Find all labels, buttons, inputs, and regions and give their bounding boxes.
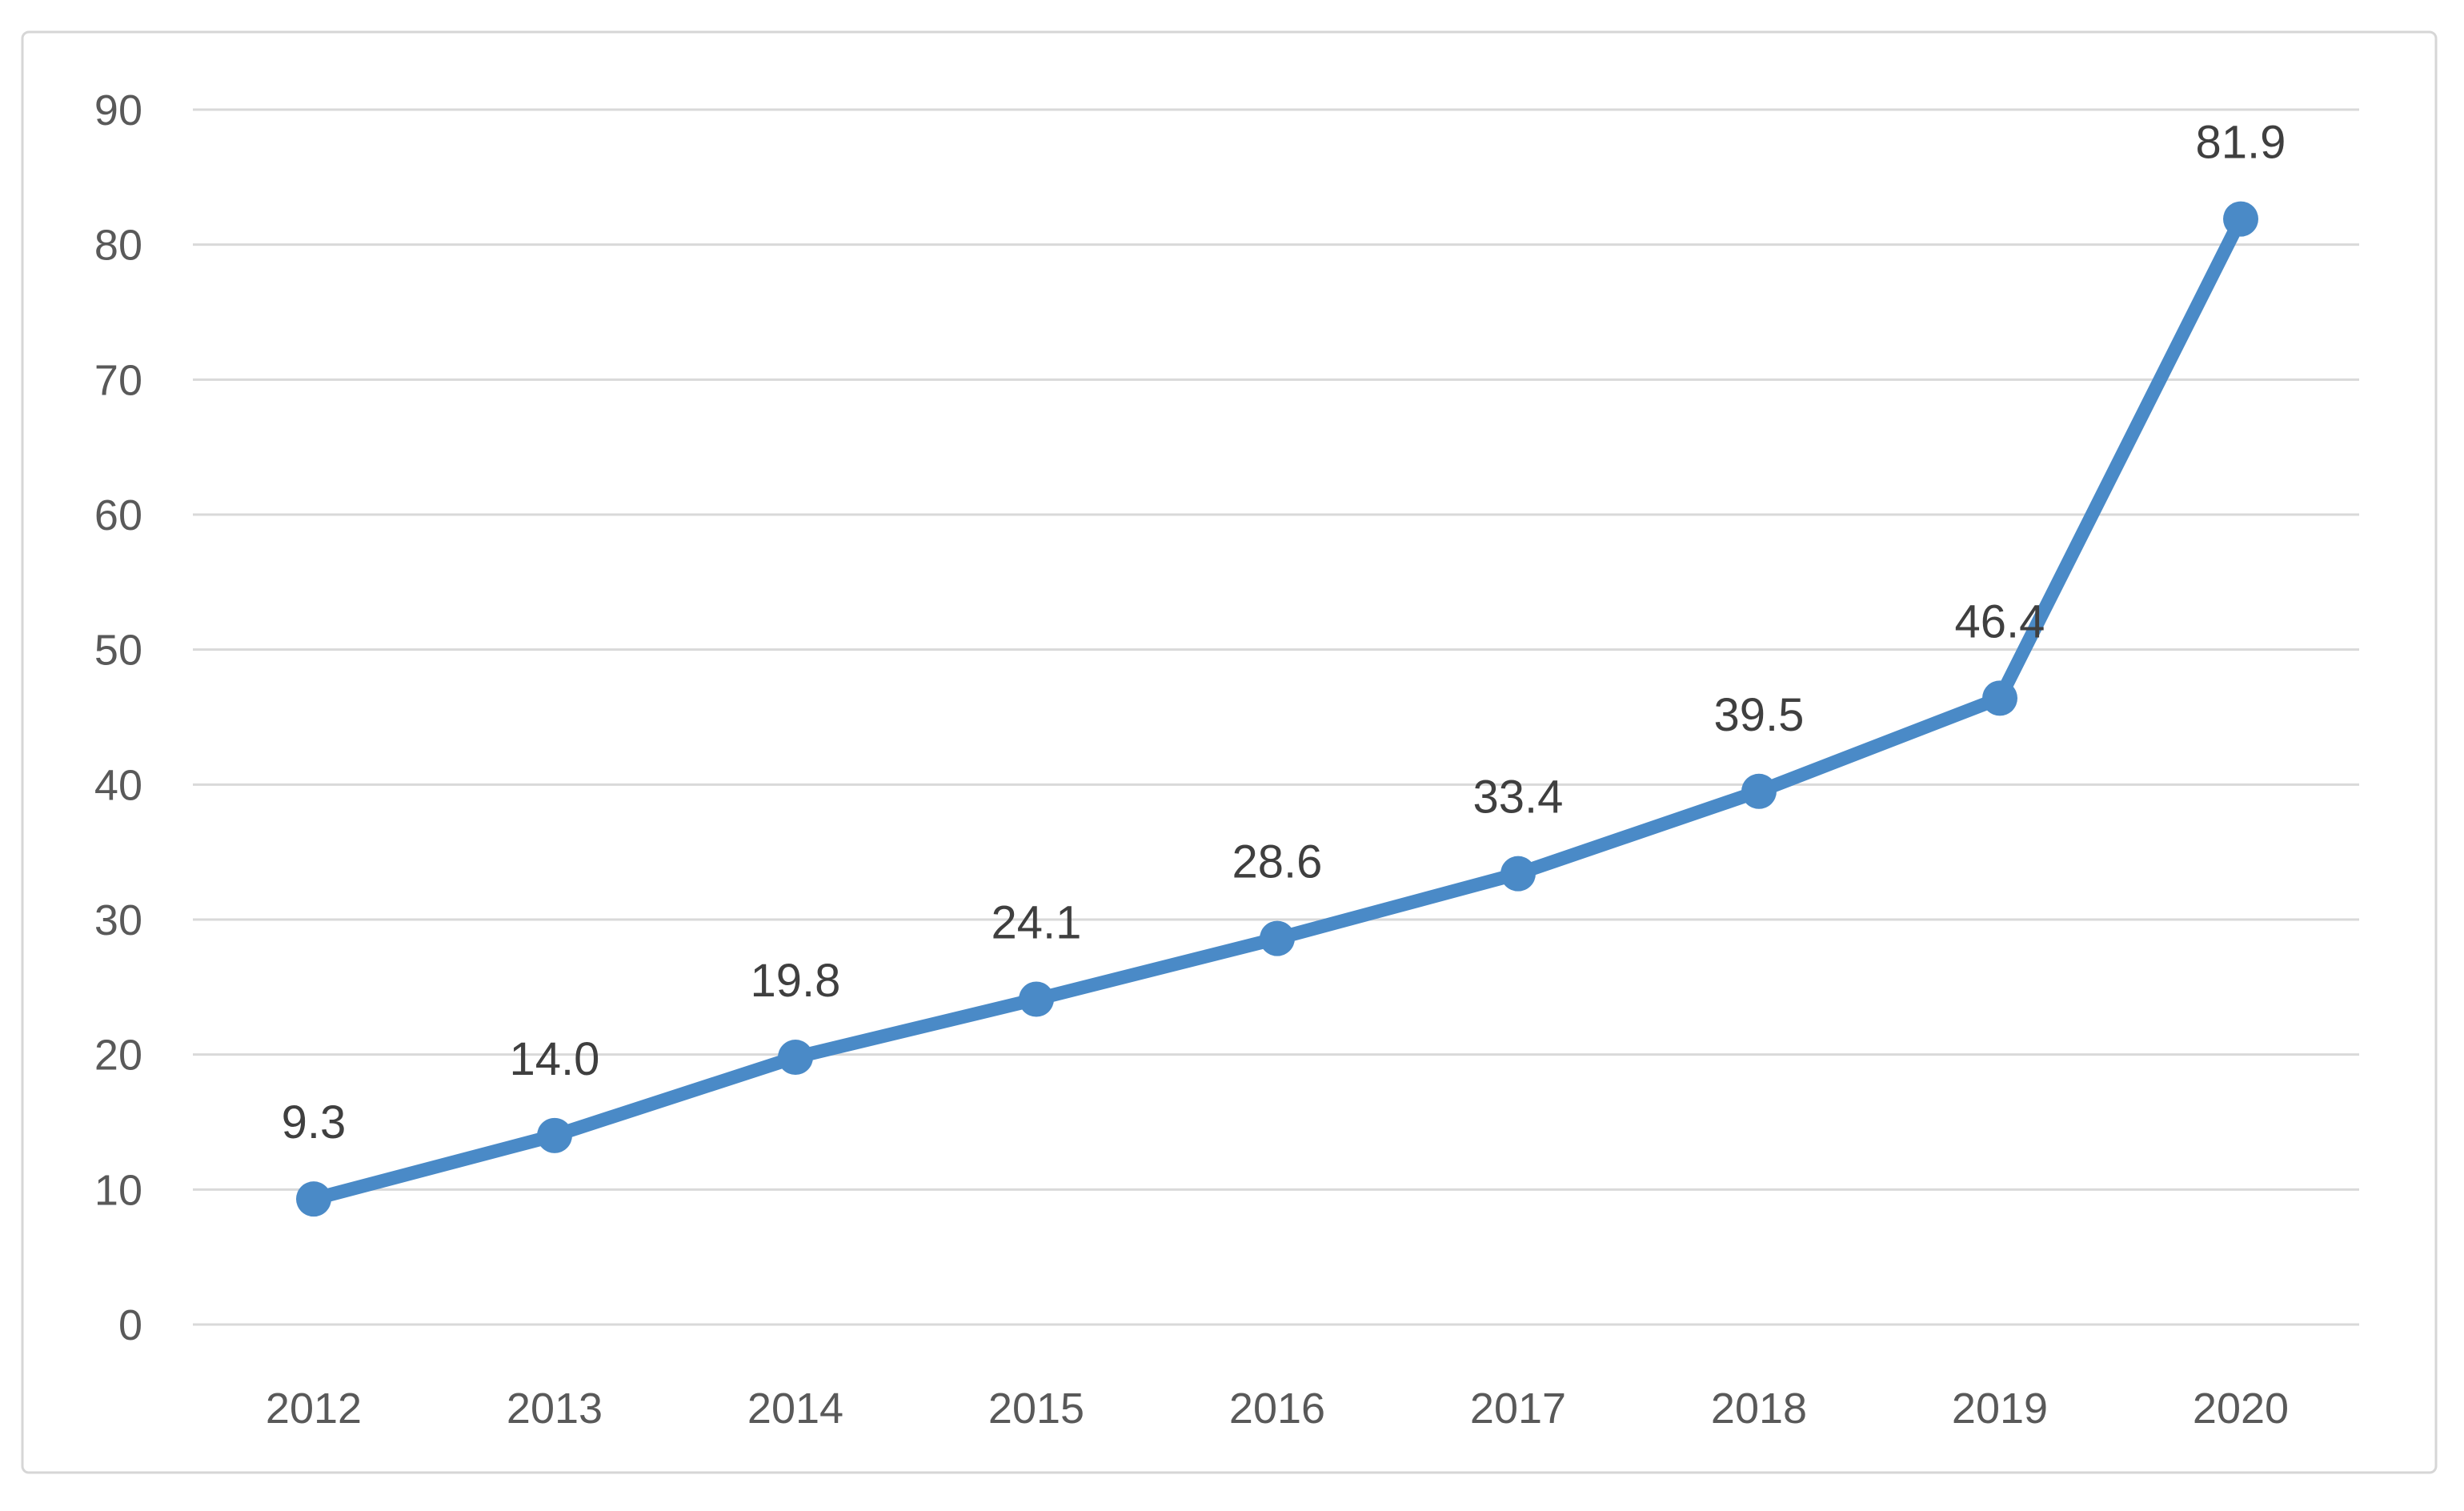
data-label: 19.8 xyxy=(751,955,841,1007)
y-tick-label: 20 xyxy=(94,1032,142,1080)
x-tick-label: 2016 xyxy=(1229,1385,1325,1433)
data-point-marker xyxy=(1019,981,1054,1017)
data-labels: 9.3 14.0 19.8 24.1 28.6 33.4 39.5 46.4 81.9 xyxy=(282,117,2286,1149)
x-tick-label: 2014 xyxy=(747,1385,843,1433)
y-tick-label: 40 xyxy=(94,761,142,809)
x-tick-label: 2013 xyxy=(507,1385,603,1433)
y-axis-tick-labels: 0 10 20 30 40 50 60 70 80 90 xyxy=(94,86,142,1349)
x-tick-label: 2015 xyxy=(988,1385,1084,1433)
x-tick-label: 2012 xyxy=(266,1385,362,1433)
x-tick-label: 2019 xyxy=(1952,1385,2048,1433)
y-tick-label: 10 xyxy=(94,1166,142,1214)
y-tick-label: 0 xyxy=(118,1301,142,1349)
data-point-markers xyxy=(296,201,2258,1217)
data-label: 28.6 xyxy=(1232,836,1323,888)
x-tick-label: 2020 xyxy=(2193,1385,2289,1433)
data-label: 24.1 xyxy=(992,897,1082,949)
data-point-marker xyxy=(1741,773,1777,809)
data-point-marker xyxy=(537,1117,572,1153)
y-tick-label: 80 xyxy=(94,222,142,270)
data-point-marker xyxy=(2223,201,2258,237)
data-label: 46.4 xyxy=(1955,595,2045,647)
y-tick-label: 30 xyxy=(94,896,142,944)
data-label: 81.9 xyxy=(2196,117,2286,169)
gridlines xyxy=(193,108,2359,1326)
x-tick-label: 2018 xyxy=(1711,1385,1807,1433)
x-tick-label: 2017 xyxy=(1470,1385,1566,1433)
data-label: 14.0 xyxy=(510,1033,600,1085)
data-point-marker xyxy=(1260,920,1295,956)
data-point-marker xyxy=(778,1040,813,1076)
data-label: 33.4 xyxy=(1473,772,1564,824)
y-tick-label: 50 xyxy=(94,627,142,675)
data-point-marker xyxy=(296,1181,331,1217)
data-label: 9.3 xyxy=(282,1096,347,1148)
chart-border xyxy=(21,30,2438,1474)
data-label: 39.5 xyxy=(1714,689,1805,741)
y-tick-label: 70 xyxy=(94,356,142,404)
data-point-marker xyxy=(1982,680,2017,716)
y-tick-label: 90 xyxy=(94,86,142,134)
x-axis-tick-labels: 2012 2013 2014 2015 2016 2017 2018 2019 2020 xyxy=(266,1385,2289,1433)
data-point-marker xyxy=(1500,856,1536,892)
y-tick-label: 60 xyxy=(94,491,142,539)
